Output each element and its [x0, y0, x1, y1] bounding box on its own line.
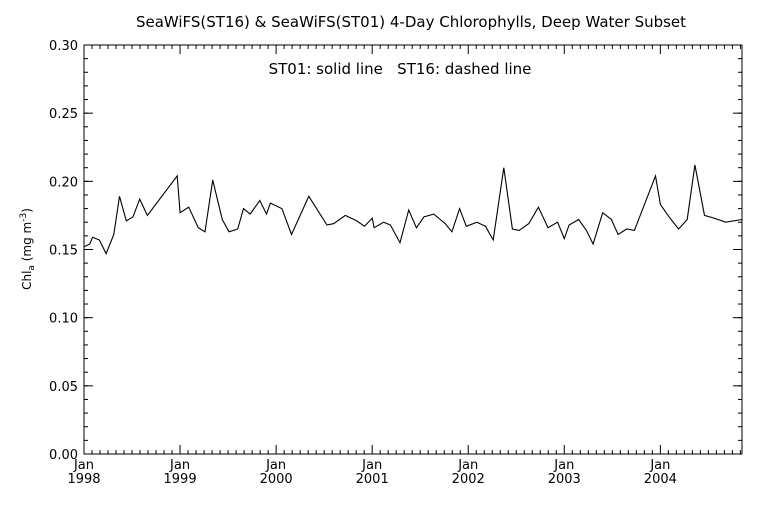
- x-tick-year-label: 2004: [644, 472, 677, 487]
- y-axis-label: Chla (mg m-3): [19, 208, 37, 290]
- y-tick-label: 0.10: [49, 312, 78, 327]
- y-tick-label: 0.20: [49, 175, 78, 190]
- y-axis: 0.00 0.05 0.10 0.15 0.20 0.25 0.30: [49, 39, 742, 463]
- x-tick-month-label: Jan: [265, 458, 286, 473]
- y-tick-label: 0.30: [49, 39, 78, 54]
- x-tick-month-label: Jan: [553, 458, 574, 473]
- series-group: [83, 164, 743, 255]
- y-tick-label: 0.00: [49, 448, 78, 463]
- y-axis-label-unit: (mg m: [20, 222, 34, 265]
- x-tick-year-label: 2003: [548, 472, 581, 487]
- x-tick-month-label: Jan: [361, 458, 382, 473]
- chart-title: SeaWiFS(ST16) & SeaWiFS(ST01) 4-Day Chlo…: [136, 13, 686, 31]
- y-tick-label: 0.05: [49, 380, 78, 395]
- x-tick-month-label: Jan: [73, 458, 94, 473]
- x-tick-year-label: 2002: [452, 472, 485, 487]
- line-style-note: ST01: solid line ST16: dashed line: [269, 60, 532, 78]
- y-axis-label-subscript: a: [27, 265, 37, 271]
- x-tick-month-label: Jan: [457, 458, 478, 473]
- x-tick-month-label: Jan: [169, 458, 190, 473]
- x-tick-year-label: 1999: [164, 472, 197, 487]
- y-tick-label: 0.15: [49, 244, 78, 259]
- plot-frame: [83, 44, 743, 455]
- x-tick-year-label: 2001: [356, 472, 389, 487]
- y-axis-label-superscript: -3: [19, 213, 29, 222]
- y-axis-label-close: ): [20, 208, 34, 213]
- series-line-solid: [83, 164, 743, 255]
- y-tick-label: 0.25: [49, 107, 78, 122]
- x-tick-month-label: Jan: [649, 458, 670, 473]
- x-tick-year-label: 2000: [260, 472, 293, 487]
- x-tick-year-label: 1998: [67, 472, 100, 487]
- y-axis-label-main: Chl: [20, 271, 34, 290]
- x-axis: Jan1998Jan1999Jan2000Jan2001Jan2002Jan20…: [67, 45, 741, 487]
